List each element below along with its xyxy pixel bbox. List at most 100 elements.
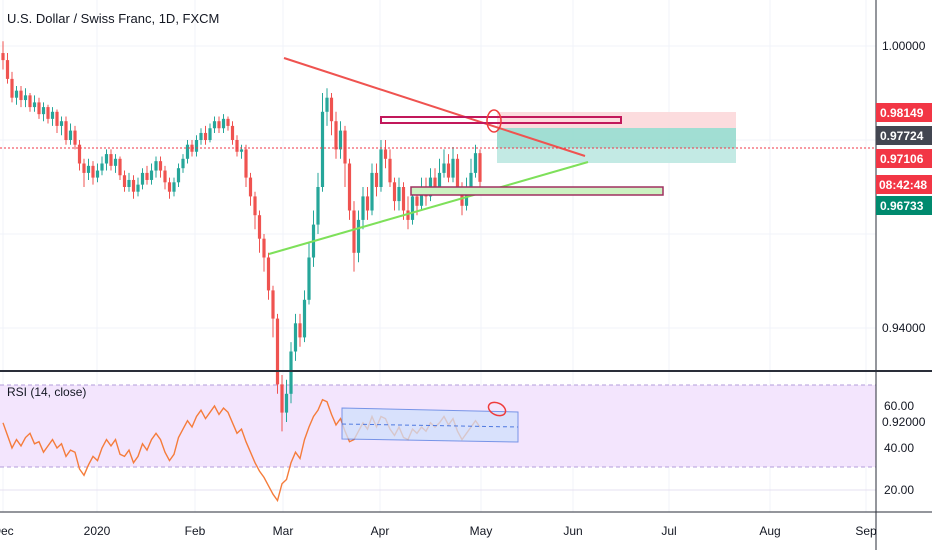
candle bbox=[167, 177, 172, 199]
descending-trendline[interactable] bbox=[283, 57, 586, 157]
rsi-indicator-title[interactable]: RSI (14, close) bbox=[7, 385, 87, 399]
candle bbox=[136, 177, 140, 197]
price-tag-lower-label: 0.96733 bbox=[880, 199, 924, 213]
x-tick-label: Apr bbox=[371, 524, 390, 538]
candle bbox=[118, 156, 122, 180]
ascending-trendline[interactable] bbox=[268, 161, 589, 255]
candle bbox=[14, 85, 19, 105]
candle bbox=[23, 88, 28, 108]
candle bbox=[397, 177, 401, 211]
candle bbox=[230, 121, 235, 145]
candle bbox=[50, 107, 55, 126]
candle bbox=[455, 154, 460, 192]
candle bbox=[446, 154, 451, 183]
candle bbox=[59, 116, 64, 136]
candle bbox=[334, 111, 338, 159]
candle bbox=[226, 116, 230, 131]
chart-title[interactable]: U.S. Dollar / Swiss Franc, 1D, FXCM bbox=[7, 11, 220, 26]
candle bbox=[262, 234, 266, 272]
stop-loss-zone[interactable] bbox=[497, 112, 736, 128]
rsi-tick-label: 20.00 bbox=[884, 483, 914, 497]
candle bbox=[248, 172, 253, 206]
candle bbox=[122, 170, 127, 192]
candle bbox=[212, 116, 217, 133]
candle bbox=[104, 149, 109, 171]
candle bbox=[343, 125, 347, 187]
candle bbox=[217, 116, 221, 133]
x-tick-label: May bbox=[470, 524, 493, 538]
price-tag-upper-label: 0.98149 bbox=[880, 106, 924, 120]
candle bbox=[221, 114, 226, 133]
candle bbox=[127, 172, 131, 192]
x-tick-label: Aug bbox=[759, 524, 780, 538]
candle bbox=[311, 210, 316, 267]
x-tick-label: Sep bbox=[855, 524, 877, 538]
candle bbox=[41, 102, 46, 122]
price-tag-lower: 0.96733 bbox=[876, 196, 932, 215]
candle bbox=[203, 125, 208, 145]
candle bbox=[19, 85, 23, 108]
candle bbox=[140, 168, 145, 190]
candle bbox=[406, 196, 410, 230]
candle bbox=[280, 375, 284, 432]
candle bbox=[46, 104, 50, 124]
x-tick-label: Feb bbox=[185, 524, 206, 538]
price-tick-label: 0.94000 bbox=[882, 321, 926, 335]
candle bbox=[365, 187, 370, 220]
candle bbox=[100, 156, 104, 176]
candle bbox=[109, 149, 113, 171]
candle bbox=[293, 313, 298, 361]
candle bbox=[235, 135, 239, 157]
candle bbox=[176, 163, 181, 187]
rsi-tick-label: 40.00 bbox=[884, 441, 914, 455]
candle bbox=[374, 163, 379, 197]
price-tag-last-label: 0.97106 bbox=[880, 152, 924, 166]
candle bbox=[82, 158, 86, 187]
candle bbox=[10, 71, 14, 103]
candle bbox=[257, 210, 262, 253]
candle bbox=[73, 125, 77, 150]
candle bbox=[37, 97, 41, 119]
candle bbox=[163, 165, 167, 190]
x-tick-label: 2020 bbox=[84, 524, 111, 538]
candle bbox=[379, 140, 383, 192]
candle bbox=[361, 187, 365, 230]
support-rectangle[interactable] bbox=[410, 186, 664, 196]
x-tick-label: Jun bbox=[563, 524, 582, 538]
candle bbox=[32, 95, 37, 112]
axis-labels: Dec 2020 Feb Mar Apr May Jun Jul Aug Sep 1.00000 0.… bbox=[0, 39, 926, 538]
candle bbox=[451, 147, 455, 183]
candle bbox=[95, 163, 100, 183]
candle bbox=[370, 163, 374, 216]
candle bbox=[401, 182, 406, 220]
price-circle-marker[interactable] bbox=[486, 109, 502, 133]
rsi-circle-marker[interactable] bbox=[486, 400, 507, 418]
candle bbox=[266, 252, 271, 300]
price-tick-label: 0.92000 bbox=[882, 415, 926, 429]
rsi-channel-midline bbox=[341, 423, 519, 428]
candle bbox=[5, 53, 10, 84]
candle bbox=[181, 154, 185, 173]
candle bbox=[289, 342, 293, 404]
candle bbox=[185, 140, 190, 164]
candle bbox=[338, 121, 343, 159]
price-tick-label: 1.00000 bbox=[882, 39, 926, 53]
candle bbox=[383, 140, 388, 169]
candle bbox=[244, 144, 248, 187]
candle bbox=[55, 109, 59, 133]
candle bbox=[239, 144, 244, 159]
candle bbox=[320, 93, 325, 192]
rsi-channel[interactable] bbox=[341, 407, 519, 443]
candle bbox=[253, 191, 257, 230]
candle bbox=[356, 210, 361, 263]
rsi-tick-label: 60.00 bbox=[884, 399, 914, 413]
candle bbox=[154, 156, 158, 178]
candle bbox=[347, 158, 352, 220]
candle bbox=[86, 158, 91, 180]
take-profit-filled-zone bbox=[497, 128, 736, 148]
candle bbox=[64, 116, 68, 145]
candle bbox=[77, 140, 82, 171]
candle bbox=[172, 177, 176, 197]
price-scale-background bbox=[876, 0, 932, 550]
